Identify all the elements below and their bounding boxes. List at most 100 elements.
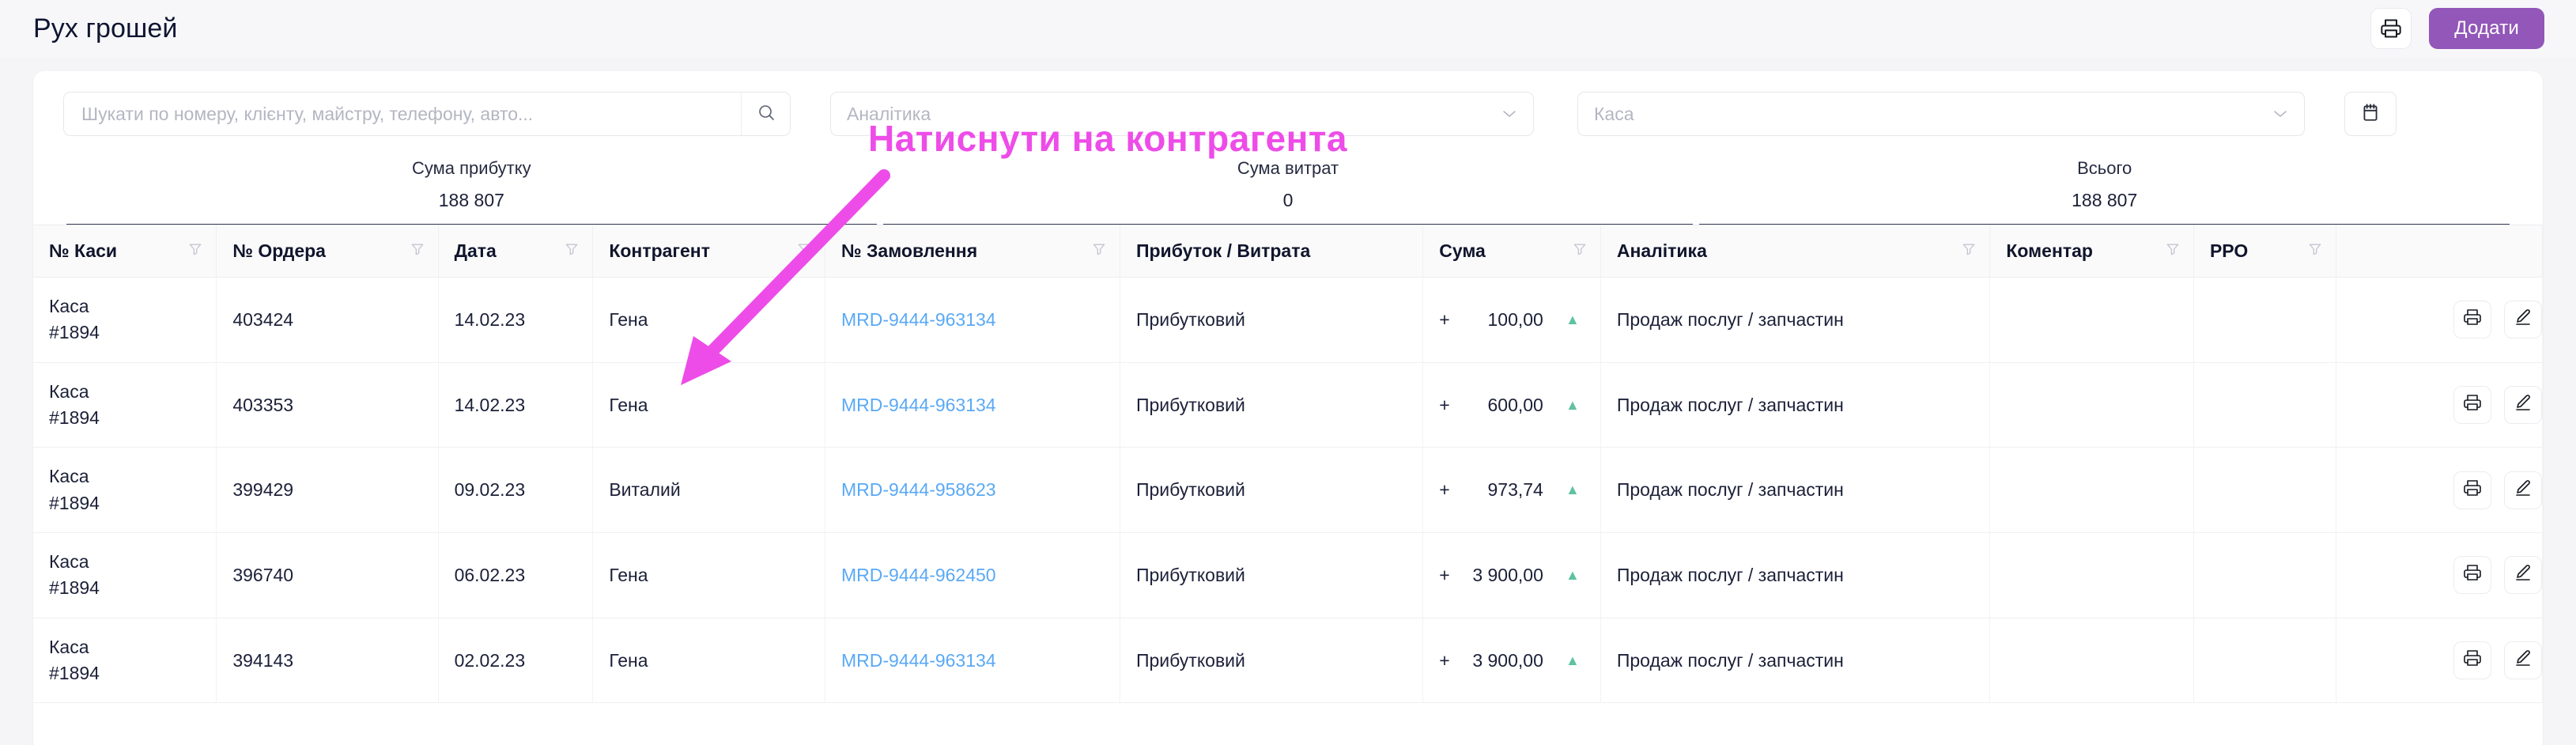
cell-request-no[interactable]: MRD-9444-963134 bbox=[825, 618, 1120, 704]
cell-actions bbox=[2336, 532, 2543, 618]
summary-total: Всього 188 807 bbox=[1699, 153, 2510, 225]
table-row[interactable]: Каса #1894 399429 09.02.23 Виталий MRD-9… bbox=[33, 447, 2543, 534]
cell-request-no[interactable]: MRD-9444-963134 bbox=[825, 362, 1120, 448]
col-amount[interactable]: Сума bbox=[1422, 225, 1601, 278]
filter-icon[interactable] bbox=[187, 240, 203, 262]
cell-order-no: 403353 bbox=[216, 362, 439, 448]
summary-income-label: Сума прибутку bbox=[412, 158, 531, 178]
printer-icon bbox=[2463, 478, 2482, 502]
row-print-button[interactable] bbox=[2453, 641, 2491, 680]
amount-value: 3 900,00 bbox=[1472, 649, 1543, 671]
row-edit-button[interactable] bbox=[2504, 386, 2542, 425]
cell-date: 14.02.23 bbox=[438, 362, 594, 448]
amount-sign: + bbox=[1439, 564, 1450, 585]
row-edit-button[interactable] bbox=[2504, 301, 2542, 339]
amount-sign: + bbox=[1439, 308, 1450, 330]
col-comment[interactable]: Коментар bbox=[1989, 225, 2194, 278]
row-print-button[interactable] bbox=[2453, 471, 2491, 509]
print-button[interactable] bbox=[2370, 8, 2412, 49]
cell-rro bbox=[2193, 532, 2337, 618]
cell-contractor[interactable]: Гена bbox=[592, 277, 825, 363]
cell-actions bbox=[2336, 618, 2543, 704]
col-order-no[interactable]: № Ордера bbox=[216, 225, 439, 278]
summary-income-value: 188 807 bbox=[438, 190, 504, 210]
pencil-icon bbox=[2514, 478, 2533, 502]
chevron-down-icon bbox=[1501, 106, 1517, 122]
col-date[interactable]: Дата bbox=[438, 225, 594, 278]
table-row[interactable]: Каса #1894 403424 14.02.23 Гена MRD-9444… bbox=[33, 277, 2543, 363]
cell-contractor[interactable]: Гена bbox=[592, 532, 825, 618]
analytics-select[interactable]: Аналітика bbox=[830, 92, 1534, 136]
cell-type: Прибутковий bbox=[1120, 618, 1424, 704]
printer-icon bbox=[2380, 17, 2402, 40]
cell-analytics: Продаж послуг / запчастин bbox=[1600, 277, 1991, 363]
analytics-select-value: Аналітика bbox=[847, 103, 931, 124]
filter-icon[interactable] bbox=[410, 240, 425, 262]
printer-icon bbox=[2463, 308, 2482, 331]
col-label: № Замовлення bbox=[840, 240, 978, 261]
cell-date: 06.02.23 bbox=[438, 532, 594, 618]
request-link[interactable]: MRD-9444-963134 bbox=[840, 649, 996, 671]
search-button[interactable] bbox=[741, 93, 790, 135]
col-income-expense[interactable]: Прибуток / Витрата bbox=[1120, 225, 1424, 278]
table-row[interactable]: Каса #1894 394143 02.02.23 Гена MRD-9444… bbox=[33, 618, 2543, 704]
add-button[interactable]: Додати bbox=[2429, 8, 2544, 49]
table-row[interactable]: Каса #1894 396740 06.02.23 Гена MRD-9444… bbox=[33, 532, 2543, 618]
request-link[interactable]: MRD-9444-963134 bbox=[840, 308, 996, 330]
date-range-button[interactable] bbox=[2344, 92, 2397, 136]
cell-contractor[interactable]: Виталий bbox=[592, 447, 825, 534]
filter-icon[interactable] bbox=[2165, 240, 2181, 262]
row-edit-button[interactable] bbox=[2504, 556, 2542, 595]
col-contractor[interactable]: Контрагент bbox=[592, 225, 825, 278]
search-field[interactable] bbox=[63, 92, 791, 136]
printer-icon bbox=[2463, 393, 2482, 417]
amount-sign: + bbox=[1439, 479, 1450, 501]
col-label: Аналітика bbox=[1616, 240, 1707, 261]
col-request-no[interactable]: № Замовлення bbox=[825, 225, 1120, 278]
trend-up-icon: ▲ bbox=[1566, 652, 1580, 668]
table-header-row: № Каси № Ордера Дата Контрагент № Замовл… bbox=[33, 225, 2543, 278]
cell-cash-register: Каса #1894 bbox=[33, 362, 217, 448]
cell-request-no[interactable]: MRD-9444-958623 bbox=[825, 447, 1120, 534]
request-link[interactable]: MRD-9444-962450 bbox=[840, 564, 996, 585]
pencil-icon bbox=[2514, 393, 2533, 417]
cell-type: Прибутковий bbox=[1120, 277, 1424, 363]
row-edit-button[interactable] bbox=[2504, 471, 2542, 509]
cell-date: 02.02.23 bbox=[438, 618, 594, 704]
col-analytics[interactable]: Аналітика bbox=[1600, 225, 1991, 278]
row-print-button[interactable] bbox=[2453, 556, 2491, 595]
cell-actions bbox=[2336, 277, 2543, 363]
filter-icon[interactable] bbox=[796, 240, 812, 262]
filter-icon[interactable] bbox=[1961, 240, 1977, 262]
filter-icon[interactable] bbox=[2307, 240, 2323, 262]
cell-contractor[interactable]: Гена bbox=[592, 362, 825, 448]
summary-total-label: Всього bbox=[2077, 158, 2132, 178]
cell-amount: +3 900,00 ▲ bbox=[1422, 532, 1601, 618]
trend-up-icon: ▲ bbox=[1566, 566, 1580, 583]
cell-comment bbox=[1989, 532, 2194, 618]
row-edit-button[interactable] bbox=[2504, 641, 2542, 680]
cell-contractor[interactable]: Гена bbox=[592, 618, 825, 704]
cell-type: Прибутковий bbox=[1120, 362, 1424, 448]
request-link[interactable]: MRD-9444-958623 bbox=[840, 479, 996, 501]
cell-comment bbox=[1989, 277, 2194, 363]
cell-analytics: Продаж послуг / запчастин bbox=[1600, 532, 1991, 618]
cell-request-no[interactable]: MRD-9444-962450 bbox=[825, 532, 1120, 618]
search-input[interactable] bbox=[64, 93, 741, 135]
filter-icon[interactable] bbox=[1091, 240, 1107, 262]
row-print-button[interactable] bbox=[2453, 386, 2491, 425]
col-rro[interactable]: РРО bbox=[2193, 225, 2337, 278]
filter-icon[interactable] bbox=[564, 240, 580, 262]
summary-expense-label: Сума витрат bbox=[1237, 158, 1339, 178]
calendar-icon bbox=[2360, 102, 2381, 127]
request-link[interactable]: MRD-9444-963134 bbox=[840, 394, 996, 415]
cash-register-select[interactable]: Каса bbox=[1577, 92, 2305, 136]
cell-order-no: 399429 bbox=[216, 447, 439, 534]
table-row[interactable]: Каса #1894 403353 14.02.23 Гена MRD-9444… bbox=[33, 362, 2543, 448]
trend-up-icon: ▲ bbox=[1566, 396, 1580, 413]
cell-request-no[interactable]: MRD-9444-963134 bbox=[825, 277, 1120, 363]
row-print-button[interactable] bbox=[2453, 301, 2491, 339]
col-cash-register[interactable]: № Каси bbox=[33, 225, 217, 278]
filter-icon[interactable] bbox=[1572, 240, 1588, 262]
content-card: Аналітика Каса Сума прибутку 188 807 bbox=[33, 71, 2543, 745]
